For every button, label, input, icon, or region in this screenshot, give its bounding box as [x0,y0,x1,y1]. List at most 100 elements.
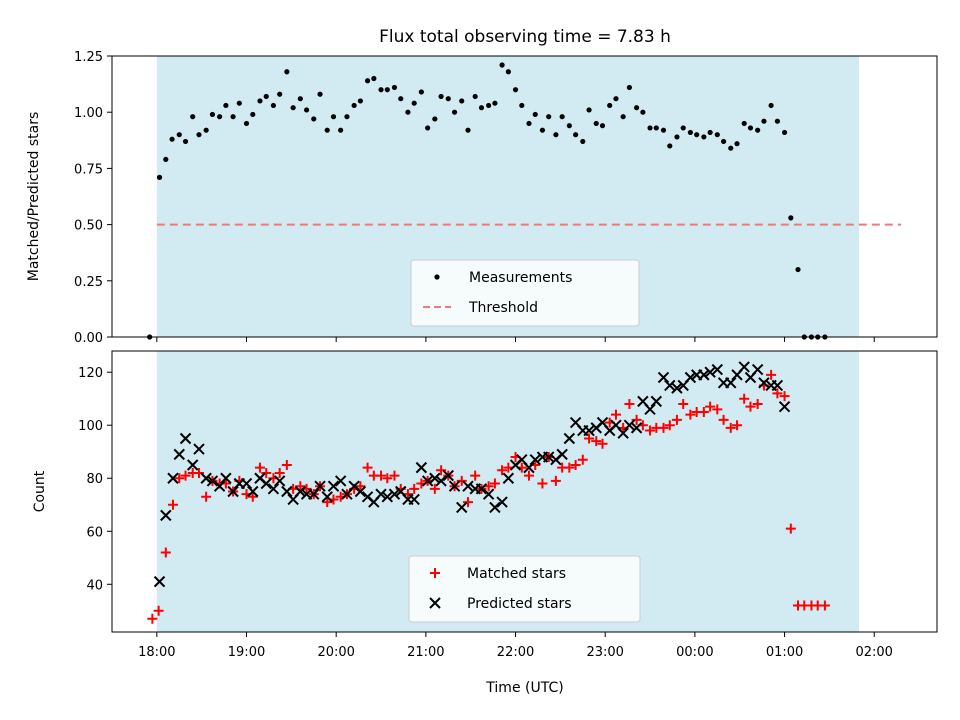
data-point [768,102,774,109]
data-point [295,481,306,492]
data-point [220,472,232,484]
data-point [624,399,635,410]
data-point [755,127,761,133]
data-point [435,475,447,487]
data-point [553,132,559,138]
data-point [180,470,191,481]
data-point [213,480,226,492]
data-point [351,102,357,109]
y-tick-label: 0.25 [74,275,103,290]
data-point [526,120,532,127]
data-point [436,465,447,476]
data-point [362,462,373,473]
data-point [766,369,777,380]
data-point [573,132,579,138]
data-point [281,485,293,498]
data-point [671,414,682,425]
data-point [532,111,538,118]
data-point [539,127,546,133]
data-point [714,132,720,138]
data-point [781,129,788,136]
x-tick-label: 23:00 [586,645,623,660]
data-point [274,467,285,478]
data-point [381,491,394,503]
top-panel-ratio: 0.00 0.25 0.50 0.75 1.00 1.25 Matched/Predicte… [26,50,938,346]
y-tick-label: 60 [86,525,103,540]
data-point [371,75,377,82]
x-tick-label: 20:00 [317,645,354,660]
data-point [429,483,440,494]
data-point [626,84,633,91]
data-point [732,420,743,431]
data-point [322,497,333,508]
data-point [405,109,411,115]
data-point [584,433,595,444]
data-point [200,472,212,484]
legend: Measurements Threshold [410,259,640,327]
data-point [303,107,310,113]
data-point [147,613,158,624]
data-point [260,477,272,490]
x-axis-label: Time (UTC) [485,680,563,696]
data-point [389,470,400,481]
data-point [512,87,519,93]
data-point [734,141,740,147]
data-point [445,96,451,102]
data-point [566,123,572,129]
data-point [475,483,488,495]
data-point [314,480,326,492]
data-point [523,470,534,481]
data-point [667,143,673,149]
data-point [382,473,393,484]
data-point [442,469,454,482]
data-point [774,118,780,124]
data-point [502,472,515,484]
data-point [788,215,794,221]
data-point [378,87,384,93]
data-point [482,488,495,500]
data-point [294,485,307,498]
y-tick-label: 1.00 [74,106,103,121]
data-point [465,127,471,133]
data-point [160,547,171,558]
data-point [462,480,474,492]
data-point [664,420,675,431]
legend-marker [434,274,440,280]
data-point [725,377,737,389]
data-point [741,120,747,127]
data-point [250,111,256,118]
data-point [190,114,196,120]
data-point [179,432,192,445]
data-point [240,477,253,490]
data-point [537,478,548,489]
data-point [617,427,629,439]
data-point [725,422,736,433]
data-point [438,93,444,100]
y-axis-label: Count [32,470,48,512]
data-point [671,382,683,394]
data-point [153,605,164,616]
data-point [613,96,619,102]
data-point [630,422,643,434]
data-point [281,459,292,470]
data-point [559,114,565,120]
data-point [580,138,586,145]
legend-label: Threshold [468,300,538,316]
data-point [685,409,696,420]
data-point [243,120,250,127]
data-point [193,443,205,455]
data-point [421,475,434,487]
y-tick-label: 0.50 [74,219,103,234]
data-point [167,472,179,484]
axes-frame [111,350,938,633]
legend: Matched stars Predicted stars [408,555,641,623]
data-point [529,453,541,466]
data-point [489,478,500,489]
data-point [236,100,242,106]
data-point [597,438,608,449]
data-point [728,145,734,151]
data-point [610,409,621,420]
data-point [772,388,783,399]
data-point [429,472,441,484]
data-point [650,395,663,408]
